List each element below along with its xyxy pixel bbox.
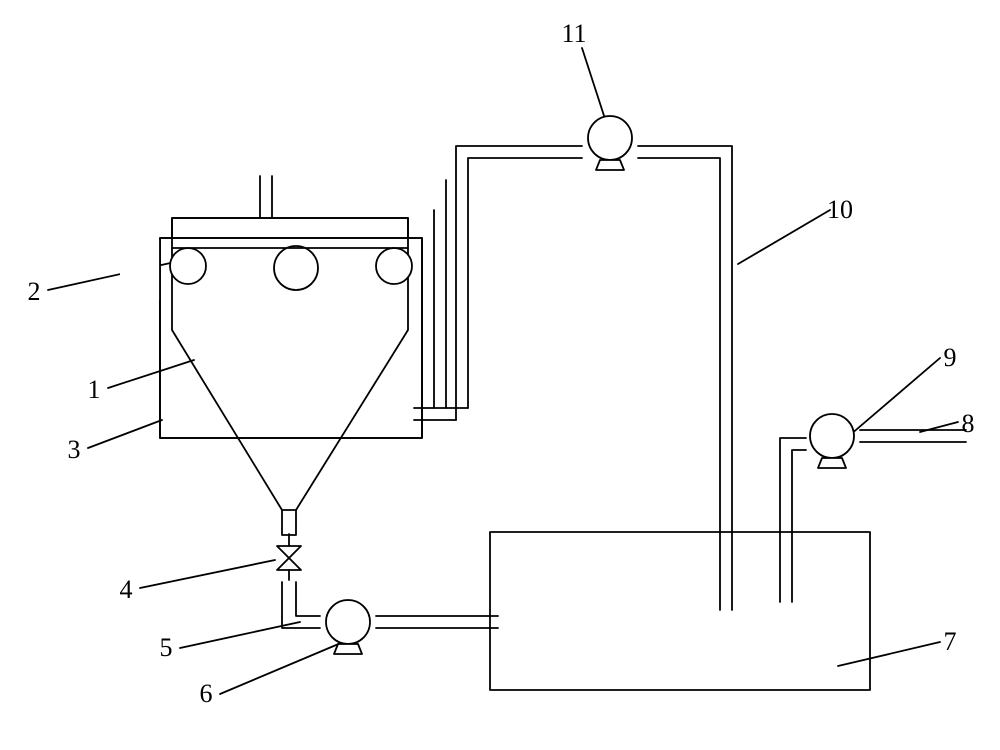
lbl-6: 6 bbox=[200, 679, 213, 708]
pipe5-left-inner bbox=[282, 582, 320, 628]
lbl-4: 4 bbox=[120, 575, 133, 604]
hopper-stub bbox=[282, 510, 296, 535]
pump9-body bbox=[810, 414, 854, 458]
lbl-2: 2 bbox=[28, 277, 41, 306]
schematic-diagram: 1 2 3 456 7 8 9 10 11 bbox=[0, 0, 1000, 750]
pipe10-up-left bbox=[456, 146, 582, 420]
leader-9 bbox=[850, 358, 940, 435]
pump9-base bbox=[818, 458, 846, 468]
mask-left bbox=[120, 240, 160, 300]
lbl-9: 9 bbox=[944, 343, 957, 372]
leader-10 bbox=[738, 210, 830, 264]
leader-6 bbox=[220, 640, 348, 694]
pipe5-left-outer bbox=[296, 582, 320, 616]
lbl-8: 8 bbox=[962, 409, 975, 438]
pipe10-up-outer bbox=[468, 158, 582, 408]
leader-3 bbox=[88, 420, 162, 448]
tank bbox=[490, 532, 870, 690]
port-right bbox=[376, 248, 412, 284]
pump6-base bbox=[334, 644, 362, 654]
port-center bbox=[274, 246, 318, 290]
pump11-base bbox=[596, 160, 624, 170]
pump11-body bbox=[588, 116, 632, 160]
shapes-layer bbox=[48, 48, 966, 694]
lbl-10: 10 bbox=[827, 195, 853, 224]
lbl-11: 11 bbox=[561, 19, 586, 48]
valve4 bbox=[277, 546, 301, 570]
pump6-body bbox=[326, 600, 370, 644]
port-left bbox=[170, 248, 206, 284]
lbl-3: 3 bbox=[68, 435, 81, 464]
lbl-1: 1 bbox=[88, 375, 101, 404]
lbl-7: 7 bbox=[944, 627, 957, 656]
lbl-5: 5 bbox=[160, 633, 173, 662]
leader-4 bbox=[140, 560, 275, 588]
